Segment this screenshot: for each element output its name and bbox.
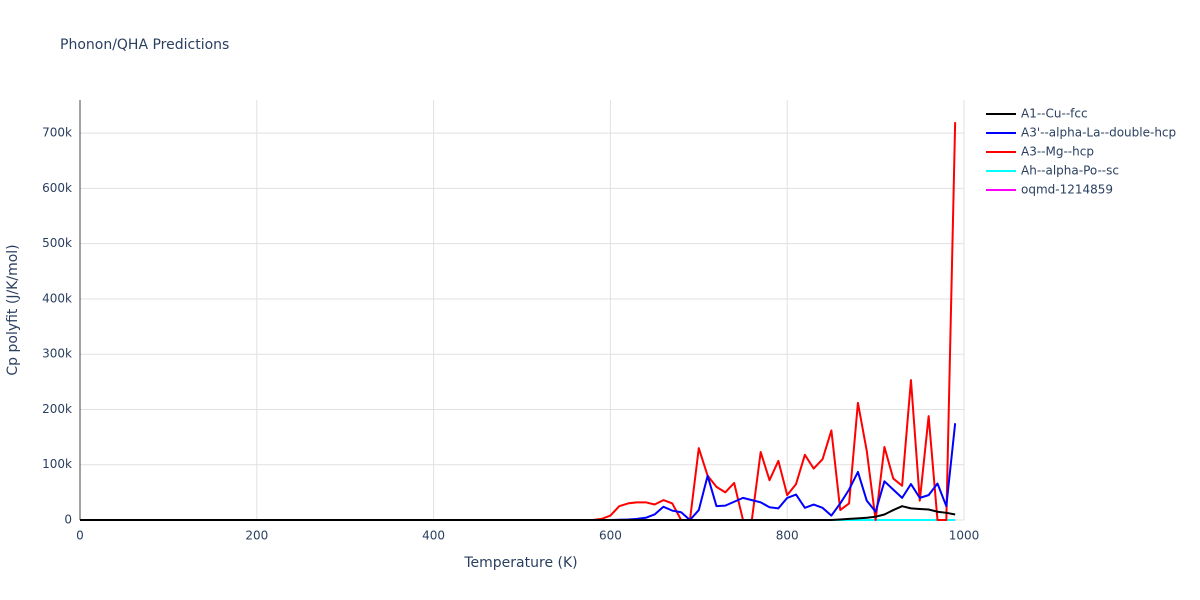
legend-label: Ah--alpha-Po--sc bbox=[1021, 164, 1119, 178]
legend-label: A3'--alpha-La--double-hcp bbox=[1021, 126, 1176, 140]
x-tick-label: 800 bbox=[776, 529, 799, 543]
y-tick-label: 200k bbox=[42, 402, 72, 416]
x-tick-label: 0 bbox=[76, 529, 84, 543]
y-tick-label: 0 bbox=[64, 513, 72, 527]
series-line bbox=[80, 122, 957, 521]
x-axis-label: Temperature (K) bbox=[463, 555, 577, 571]
chart-title: Phonon/QHA Predictions bbox=[60, 37, 229, 53]
x-tick-label: 400 bbox=[422, 529, 445, 543]
y-tick-label: 100k bbox=[42, 457, 72, 471]
y-tick-label: 300k bbox=[42, 347, 72, 361]
y-tick-label: 500k bbox=[42, 236, 72, 250]
y-tick-label: 600k bbox=[42, 181, 72, 195]
x-tick-label: 600 bbox=[599, 529, 622, 543]
y-tick-label: 700k bbox=[42, 126, 72, 140]
legend-label: A3--Mg--hcp bbox=[1021, 145, 1094, 159]
x-tick-label: 200 bbox=[245, 529, 268, 543]
y-tick-label: 400k bbox=[42, 291, 72, 305]
series-line bbox=[80, 423, 957, 521]
x-tick-label: 1000 bbox=[949, 529, 980, 543]
legend-label: A1--Cu--fcc bbox=[1021, 107, 1088, 121]
legend-label: oqmd-1214859 bbox=[1021, 183, 1113, 197]
series-line bbox=[80, 505, 956, 521]
y-axis-label: Cp polyfit (J/K/mol) bbox=[5, 244, 21, 375]
